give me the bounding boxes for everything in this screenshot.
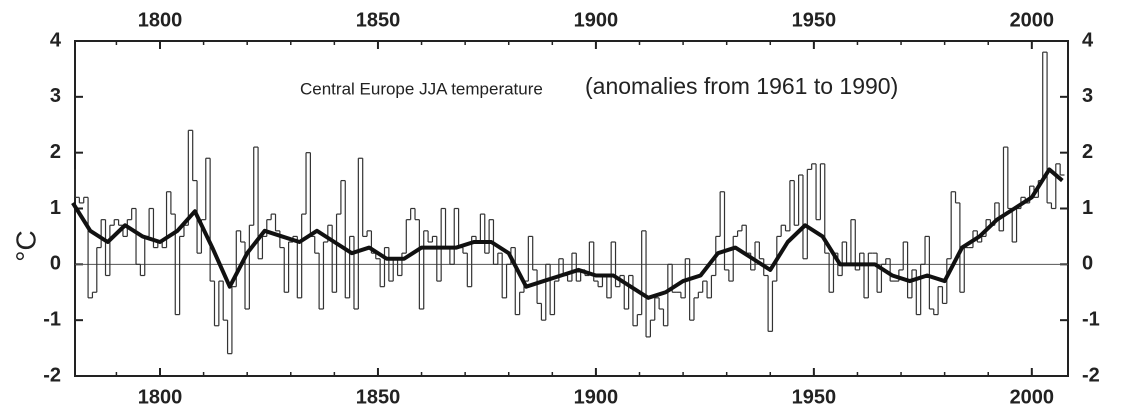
- y-tick-label: 3: [1082, 85, 1093, 107]
- y-tick-label: 0: [1082, 253, 1093, 275]
- smoothed-line: [71, 167, 1064, 300]
- y-tick-label: 2: [50, 141, 61, 163]
- y-axis-label: °C: [10, 230, 41, 261]
- x-tick-label: 2000: [1010, 9, 1055, 31]
- y-tick-label: 1: [1082, 197, 1093, 219]
- x-tick-label: 2000: [1010, 386, 1055, 408]
- x-tick-label: 1950: [792, 386, 837, 408]
- y-tick-label: -2: [43, 364, 61, 386]
- x-tick-label: 1900: [574, 9, 619, 31]
- x-tick-label: 1950: [792, 9, 837, 31]
- x-tick-label: 1800: [138, 386, 183, 408]
- step-connector: [74, 52, 1061, 354]
- y-tick-label: -2: [1082, 364, 1100, 386]
- x-tick-label: 1800: [138, 9, 183, 31]
- y-tick-label: 3: [50, 85, 61, 107]
- y-tick-label: -1: [43, 308, 61, 330]
- x-tick-label: 1850: [356, 386, 401, 408]
- plot-frame: [74, 40, 1069, 377]
- x-tick-label: 1850: [356, 9, 401, 31]
- y-tick-label: 2: [1082, 141, 1093, 163]
- x-tick-label: 1900: [574, 386, 619, 408]
- y-tick-label: 4: [1082, 29, 1094, 51]
- y-tick-label: 4: [50, 29, 62, 51]
- y-tick-label: 0: [50, 253, 61, 275]
- y-tick-label: 1: [50, 197, 61, 219]
- y-tick-label: -1: [1082, 308, 1100, 330]
- chart-subtitle: (anomalies from 1961 to 1990): [585, 73, 898, 99]
- chart-title: Central Europe JJA temperature: [300, 79, 543, 98]
